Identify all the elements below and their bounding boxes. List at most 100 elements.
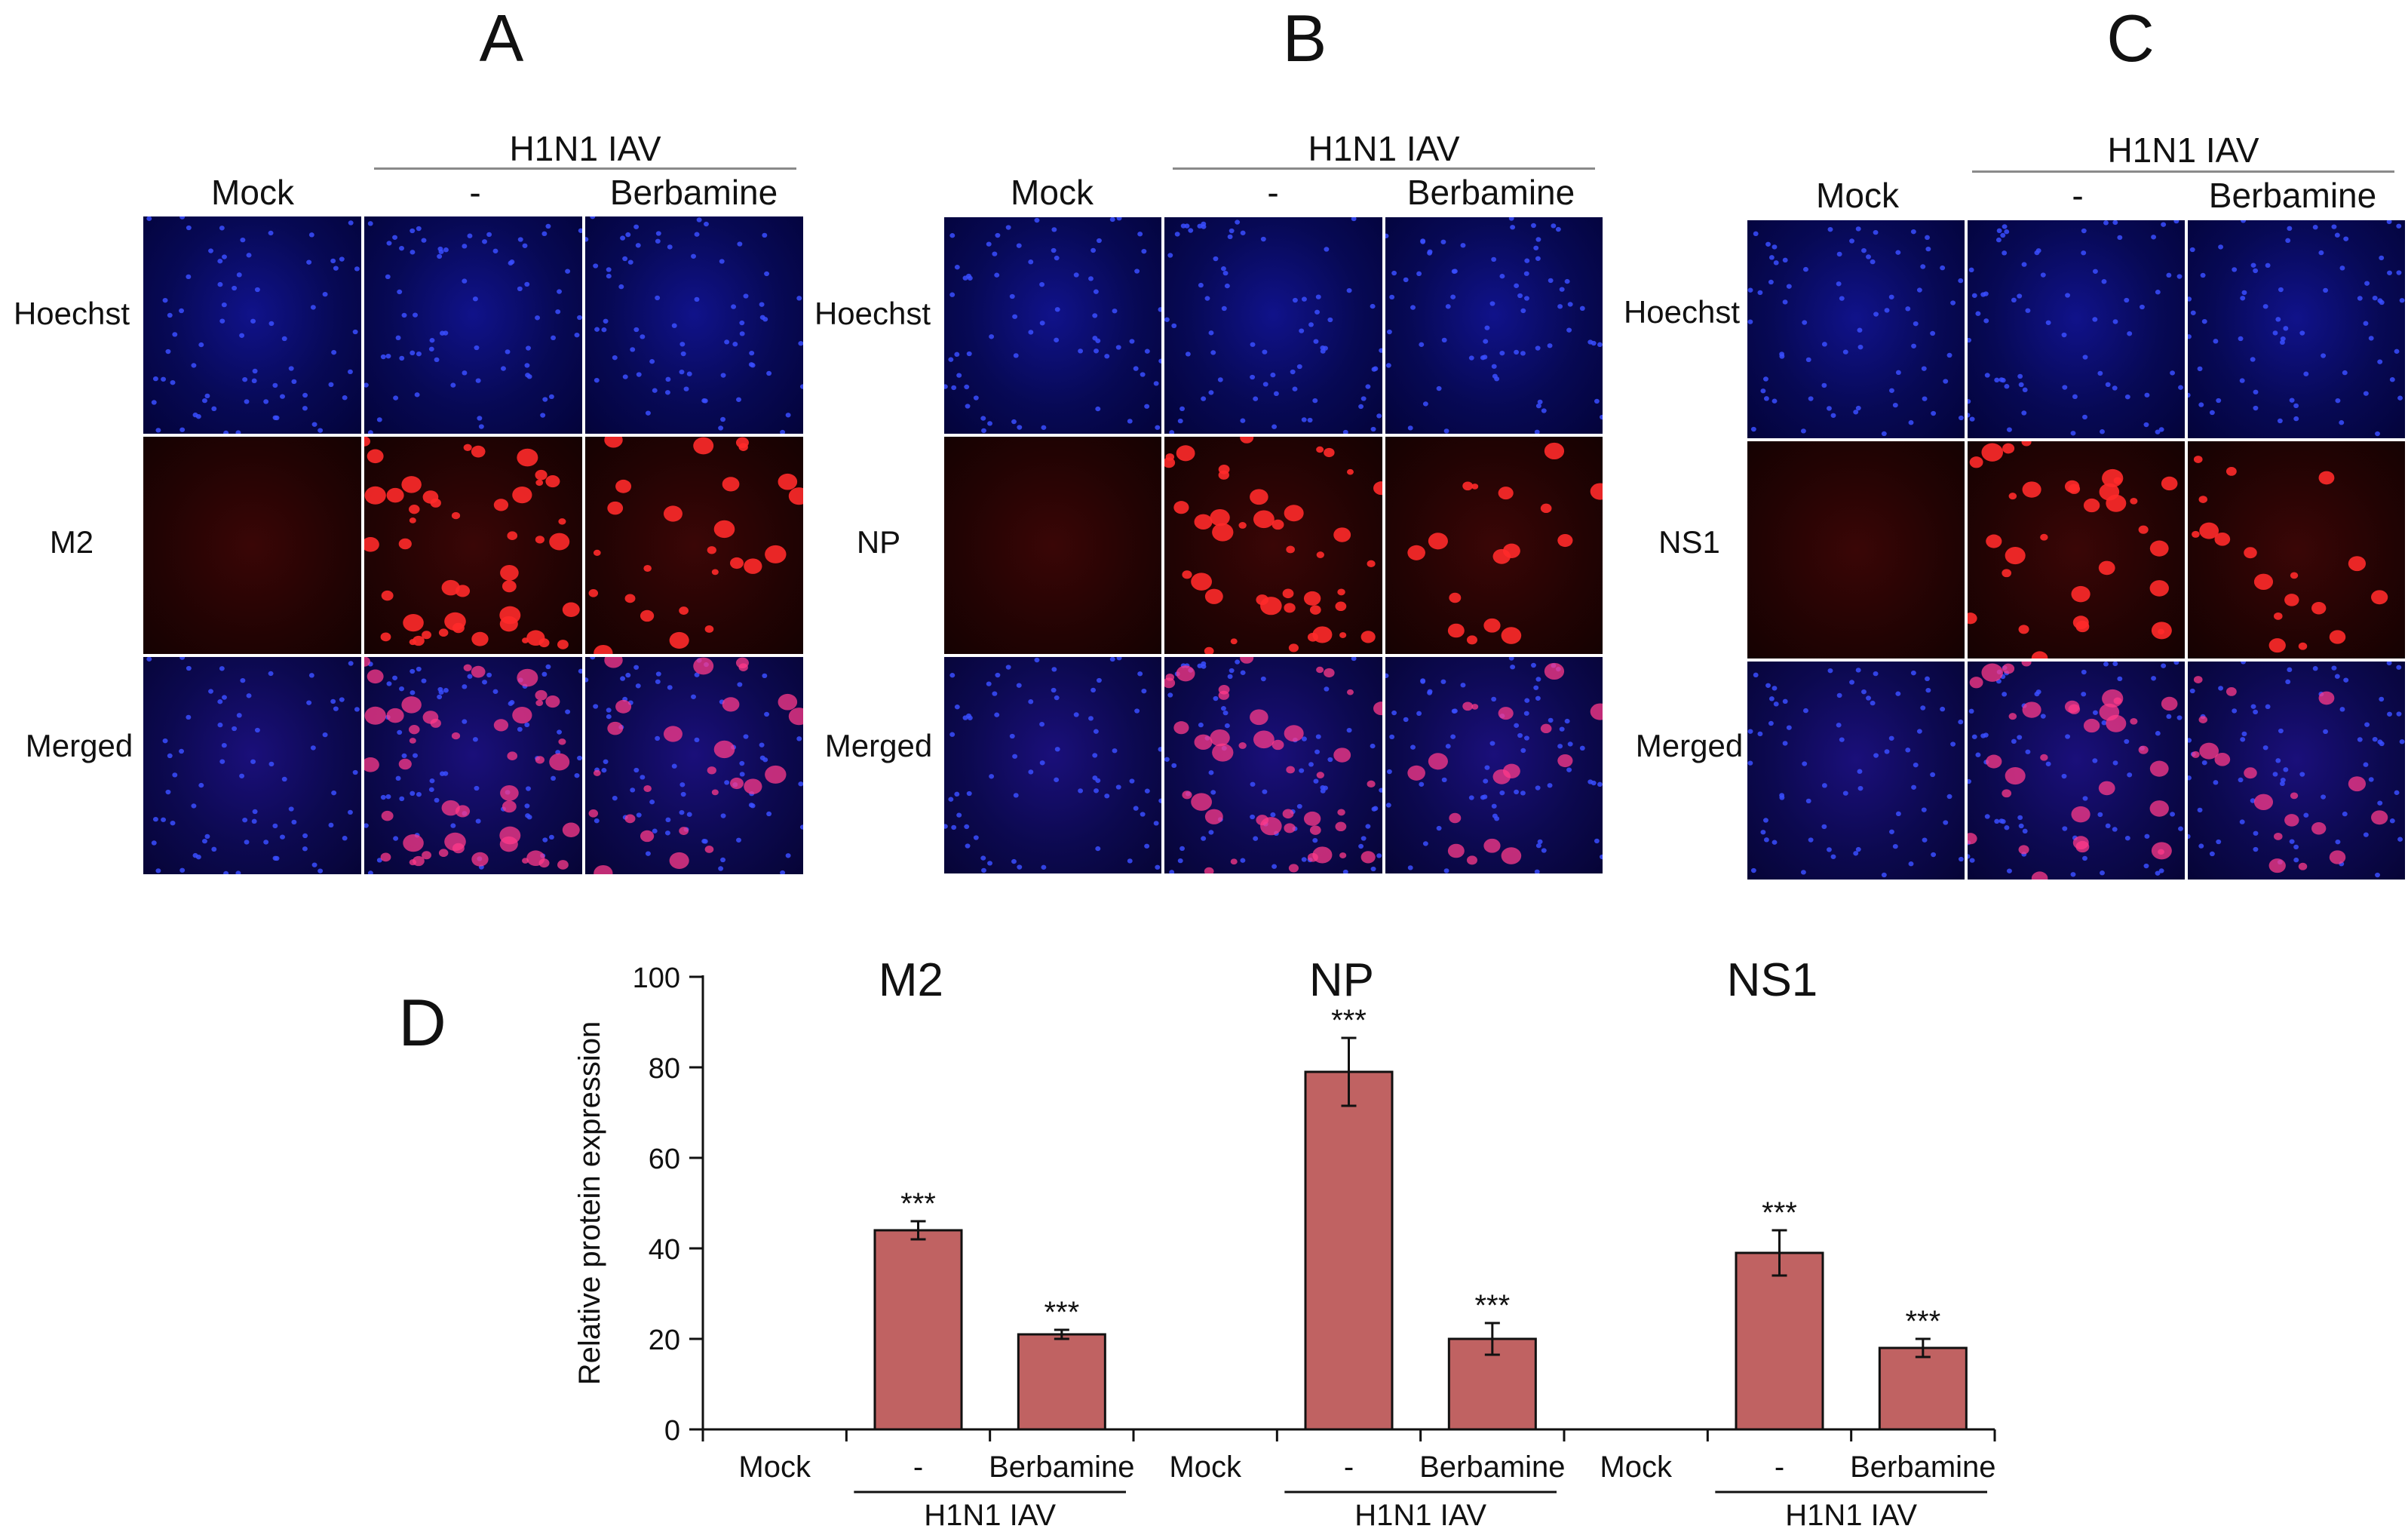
nucleus (416, 351, 422, 357)
infected-cell (2290, 572, 2299, 579)
nucleus (1760, 388, 1766, 394)
nucleus (1178, 418, 1184, 424)
infected-cell (2071, 806, 2091, 823)
nucleus (724, 780, 730, 785)
nucleus (1873, 753, 1879, 759)
nucleus (2022, 828, 2028, 834)
nucleus (306, 259, 312, 265)
infected-cell (1333, 527, 1351, 543)
infected-cell (2149, 579, 2169, 597)
nucleus (1240, 418, 1246, 423)
nucleus (1179, 406, 1186, 412)
nucleus (1293, 297, 1299, 303)
nucleus (397, 729, 403, 735)
infected-cell (1284, 505, 1305, 522)
group-title-m2: M2 (879, 954, 943, 1006)
nucleus (1041, 425, 1047, 430)
infected-cell (1238, 741, 1247, 749)
nucleus (739, 760, 745, 766)
nucleus (152, 816, 158, 822)
nucleus (477, 416, 483, 421)
nucleus (443, 771, 449, 776)
infected-cell (765, 545, 787, 563)
significance-0-1: *** (900, 1187, 936, 1220)
nucleus (1403, 277, 1409, 283)
nucleus (664, 390, 670, 395)
nucleus (612, 795, 618, 801)
row-label-c-hoechst: Hoechst (1623, 294, 1741, 330)
nucleus (288, 366, 294, 371)
nucleus (1968, 854, 1971, 859)
row-label-c-merged: Merged (1635, 728, 1744, 763)
nucleus (1129, 339, 1135, 344)
micrograph-merged-mock (1747, 662, 1965, 880)
nucleus (1041, 864, 1047, 870)
infected-cell (2005, 767, 2026, 785)
infected-cell (2311, 601, 2327, 615)
infected-cell (2149, 540, 2169, 557)
infected-cell (526, 850, 545, 867)
nucleus (1768, 279, 1774, 285)
nucleus (1566, 327, 1572, 333)
nucleus (223, 430, 229, 434)
nucleus (1836, 693, 1842, 698)
nucleus (1299, 328, 1305, 333)
nucleus (1312, 398, 1318, 404)
nucleus (2151, 235, 2157, 240)
nucleus (1441, 777, 1447, 782)
nucleus (386, 681, 392, 686)
nucleus (956, 812, 962, 818)
nucleus (1054, 777, 1060, 782)
infected-cell (615, 479, 632, 493)
nucleus (1925, 235, 1930, 241)
infected-cell (704, 625, 714, 633)
nucleus (1235, 220, 1241, 225)
nucleus (736, 837, 741, 843)
nucleus (1943, 820, 1949, 826)
nucleus (272, 415, 278, 420)
nucleus (601, 768, 607, 773)
nucleus (737, 241, 743, 247)
nucleus (2081, 250, 2087, 256)
group-title-np: NP (1309, 954, 1374, 1006)
nucleus (2280, 336, 2286, 342)
nucleus (636, 812, 642, 818)
nucleus (1017, 864, 1023, 870)
nucleus (2379, 741, 2385, 747)
infected-cell (1212, 743, 1234, 762)
nucleus (601, 327, 607, 333)
nucleus (1892, 402, 1898, 408)
nucleus (2368, 777, 2374, 782)
nucleus (1513, 349, 1519, 355)
x-tick-label-np-1: - (1344, 1451, 1354, 1484)
nucleus (956, 373, 962, 378)
nucleus (339, 256, 345, 262)
infected-cell (451, 511, 461, 520)
nucleus (1451, 708, 1457, 714)
infected-cell (1194, 734, 1213, 750)
nucleus (195, 854, 201, 860)
nucleus (1541, 408, 1547, 413)
nucleus (785, 413, 791, 418)
nucleus (1308, 322, 1314, 327)
infected-cell (1337, 809, 1346, 816)
nucleus (686, 371, 692, 376)
nucleus (2318, 250, 2324, 256)
infected-cell (1316, 771, 1325, 778)
nucleus (2386, 662, 2392, 666)
y-tick-label-100: 100 (633, 962, 680, 994)
nucleus (764, 711, 770, 717)
nucleus (1482, 778, 1488, 784)
nucleus (393, 836, 399, 841)
nucleus (2272, 330, 2278, 336)
bracket-label-0: H1N1 IAV (924, 1499, 1056, 1532)
nucleus (1204, 296, 1210, 301)
nucleus (1555, 226, 1561, 232)
infected-cell (1502, 543, 1520, 559)
nucleus (268, 671, 274, 677)
nucleus (2262, 745, 2268, 751)
nucleus (1078, 787, 1084, 794)
nucleus (557, 729, 563, 735)
nucleus (302, 846, 308, 852)
nucleus (2006, 868, 2012, 874)
